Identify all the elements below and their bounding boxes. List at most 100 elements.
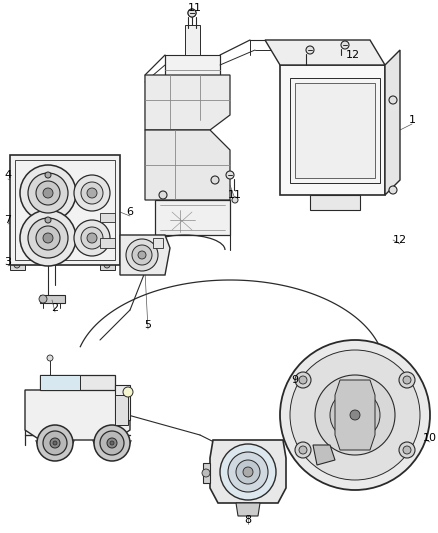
Polygon shape <box>100 238 115 248</box>
Circle shape <box>159 191 167 199</box>
Polygon shape <box>10 155 120 265</box>
Circle shape <box>226 171 234 179</box>
Circle shape <box>43 188 53 198</box>
Circle shape <box>202 469 210 477</box>
Circle shape <box>389 186 397 194</box>
Circle shape <box>81 227 103 249</box>
Polygon shape <box>145 75 230 130</box>
Circle shape <box>126 239 158 271</box>
Circle shape <box>47 355 53 361</box>
Circle shape <box>20 165 76 221</box>
Circle shape <box>243 467 253 477</box>
Circle shape <box>188 9 196 17</box>
Polygon shape <box>145 130 230 200</box>
Circle shape <box>350 410 360 420</box>
Circle shape <box>94 425 130 461</box>
Text: 12: 12 <box>346 50 360 60</box>
Polygon shape <box>265 40 385 65</box>
Polygon shape <box>295 83 375 178</box>
Circle shape <box>28 218 68 258</box>
Circle shape <box>330 390 380 440</box>
Circle shape <box>138 251 146 259</box>
Polygon shape <box>100 260 115 270</box>
Polygon shape <box>25 390 130 440</box>
Circle shape <box>290 350 420 480</box>
Text: 2: 2 <box>51 303 59 313</box>
Circle shape <box>87 233 97 243</box>
Polygon shape <box>210 440 286 503</box>
Circle shape <box>36 181 60 205</box>
Polygon shape <box>385 50 400 195</box>
Polygon shape <box>153 238 163 248</box>
Polygon shape <box>40 375 115 390</box>
Polygon shape <box>185 25 200 55</box>
Polygon shape <box>313 445 335 465</box>
Circle shape <box>220 444 276 500</box>
Text: 3: 3 <box>4 257 11 267</box>
Text: 11: 11 <box>188 3 202 13</box>
Circle shape <box>43 431 67 455</box>
Circle shape <box>45 217 51 223</box>
Polygon shape <box>40 375 80 390</box>
Circle shape <box>74 220 110 256</box>
Text: 10: 10 <box>423 433 437 443</box>
Circle shape <box>45 172 51 178</box>
Polygon shape <box>236 503 260 516</box>
Polygon shape <box>310 195 360 210</box>
Polygon shape <box>280 65 385 195</box>
Circle shape <box>81 182 103 204</box>
Text: 8: 8 <box>244 515 251 525</box>
Circle shape <box>232 197 238 203</box>
Circle shape <box>399 442 415 458</box>
Circle shape <box>74 175 110 211</box>
Polygon shape <box>115 385 130 420</box>
Circle shape <box>39 295 47 303</box>
Text: 12: 12 <box>393 235 407 245</box>
Polygon shape <box>120 235 170 275</box>
Circle shape <box>28 173 68 213</box>
Circle shape <box>211 176 219 184</box>
Circle shape <box>20 210 76 266</box>
Circle shape <box>110 441 114 445</box>
Circle shape <box>36 226 60 250</box>
Circle shape <box>343 403 367 427</box>
Circle shape <box>389 96 397 104</box>
Text: 7: 7 <box>4 215 11 225</box>
Circle shape <box>50 438 60 448</box>
Circle shape <box>315 375 395 455</box>
Circle shape <box>280 340 430 490</box>
Circle shape <box>14 262 20 268</box>
Polygon shape <box>40 295 65 303</box>
Circle shape <box>341 41 349 49</box>
Circle shape <box>403 376 411 384</box>
Circle shape <box>295 442 311 458</box>
Circle shape <box>299 376 307 384</box>
Text: 4: 4 <box>4 170 11 180</box>
Circle shape <box>100 431 124 455</box>
Circle shape <box>299 446 307 454</box>
Circle shape <box>104 262 110 268</box>
Polygon shape <box>203 463 210 483</box>
Circle shape <box>132 245 152 265</box>
Circle shape <box>37 425 73 461</box>
Polygon shape <box>165 55 220 90</box>
Polygon shape <box>10 260 25 270</box>
Circle shape <box>87 188 97 198</box>
Text: 6: 6 <box>127 207 134 217</box>
Circle shape <box>43 233 53 243</box>
Circle shape <box>53 441 57 445</box>
Text: 1: 1 <box>409 115 416 125</box>
Text: 5: 5 <box>145 320 152 330</box>
Text: 11: 11 <box>228 190 242 200</box>
Polygon shape <box>155 200 230 235</box>
Circle shape <box>123 387 133 397</box>
Circle shape <box>403 446 411 454</box>
Polygon shape <box>115 395 128 425</box>
Circle shape <box>188 9 196 17</box>
Polygon shape <box>100 213 115 222</box>
Text: 9: 9 <box>291 375 299 385</box>
Circle shape <box>236 460 260 484</box>
Circle shape <box>107 438 117 448</box>
Circle shape <box>399 372 415 388</box>
Circle shape <box>306 46 314 54</box>
